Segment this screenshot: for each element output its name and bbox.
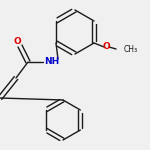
- Text: NH: NH: [44, 57, 60, 66]
- Text: O: O: [102, 42, 110, 51]
- Text: CH₃: CH₃: [124, 45, 138, 54]
- Text: O: O: [13, 36, 21, 45]
